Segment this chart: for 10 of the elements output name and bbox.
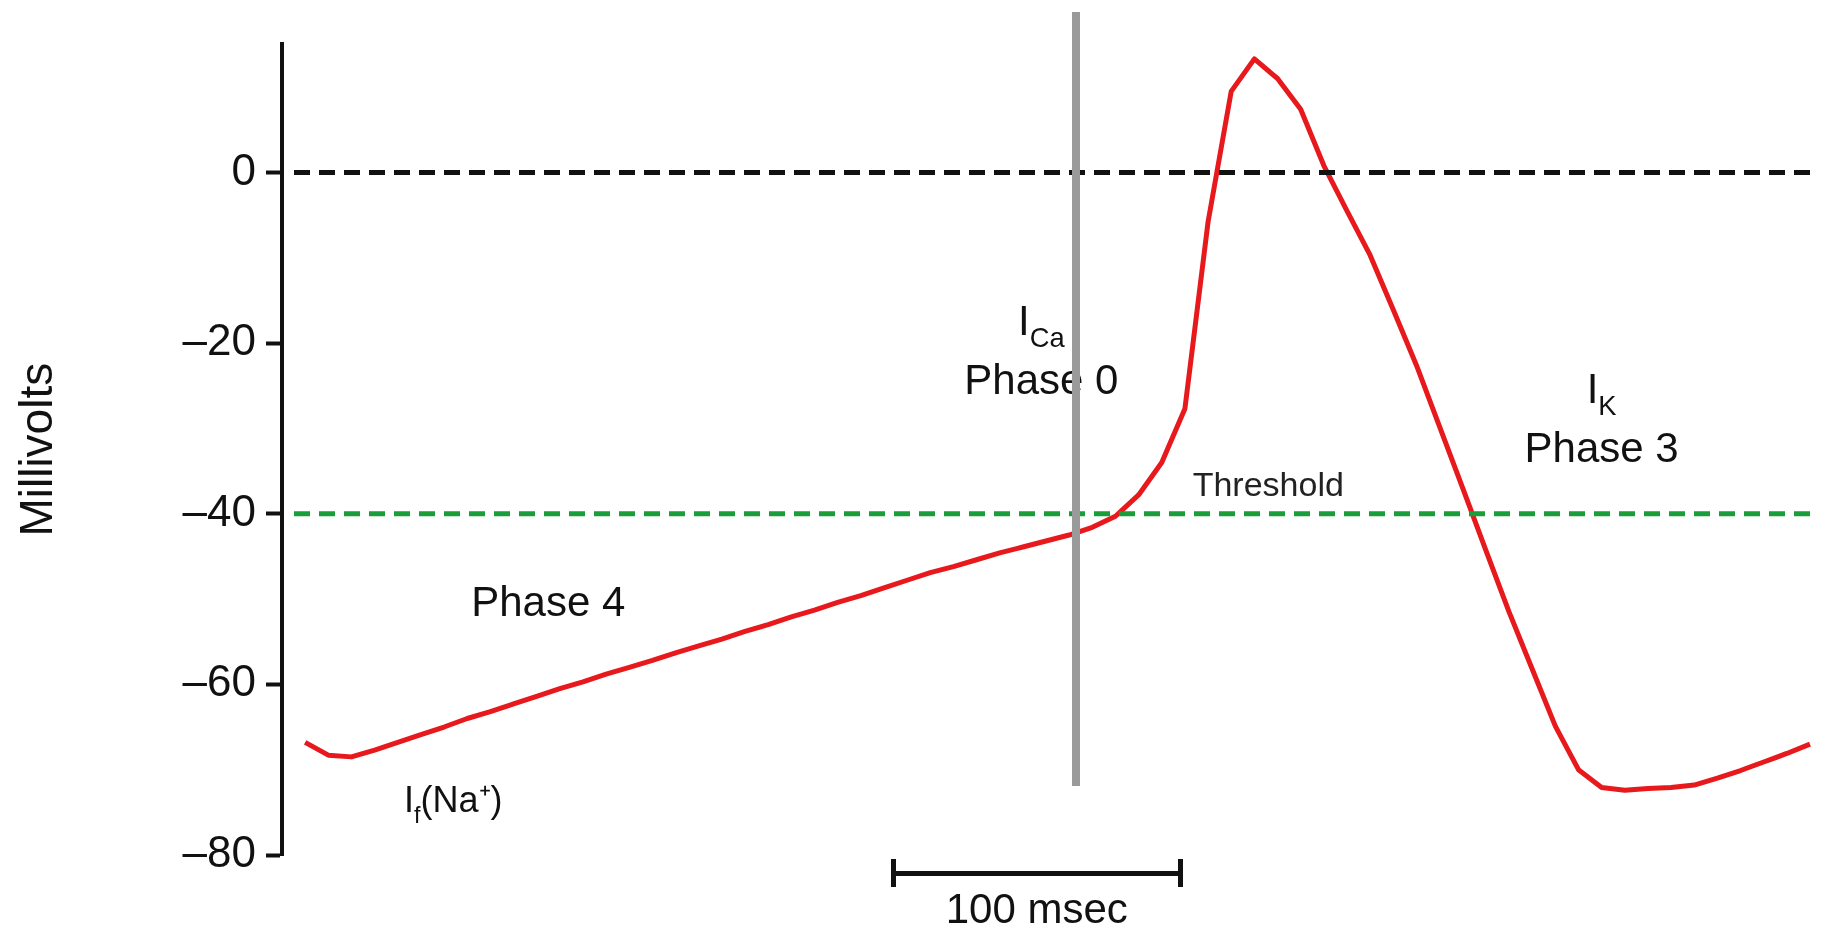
ref-line-label: Threshold: [1192, 464, 1344, 503]
y-tick-label: –40: [182, 485, 256, 535]
y-tick-label: –80: [182, 827, 256, 877]
annotation: Phase 3: [1524, 424, 1679, 472]
y-tick-label: –20: [182, 315, 256, 365]
y-tick-label: –60: [182, 656, 256, 706]
annotation: Phase 4: [471, 578, 626, 626]
text: 100 msec: [945, 885, 1128, 932]
y-tick-label: 0: [231, 144, 256, 194]
y-axis-title: Millivolts: [10, 362, 63, 537]
